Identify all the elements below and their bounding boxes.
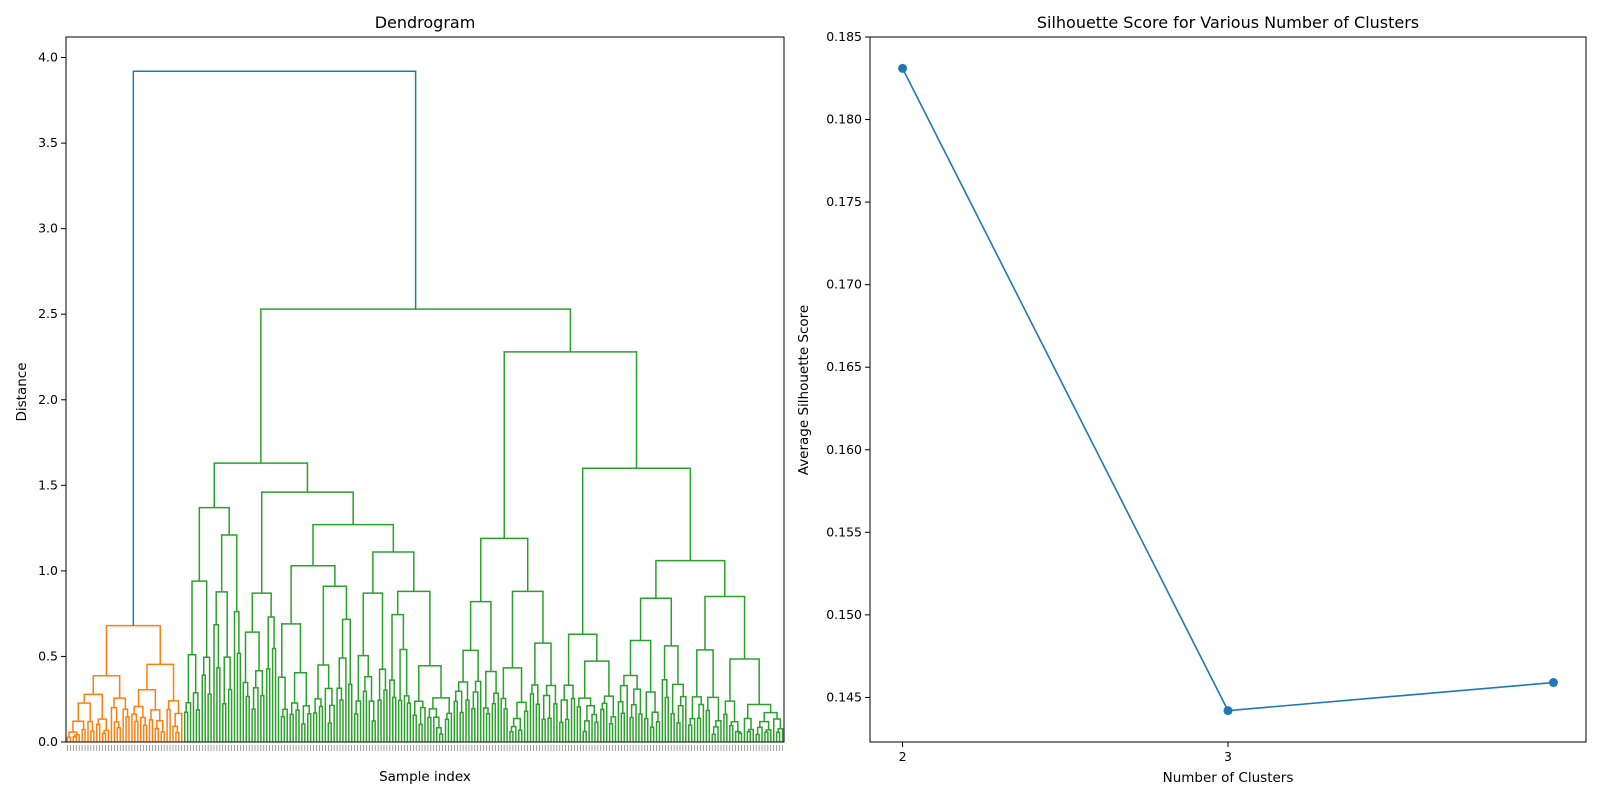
silhouette-y-tick-label: 0.185 xyxy=(826,29,862,44)
silhouette-point xyxy=(1224,706,1233,715)
silhouette-y-tick-label: 0.180 xyxy=(826,112,862,127)
silhouette-y-tick-label: 0.155 xyxy=(826,524,862,539)
silhouette-x-axis-label: Number of Clusters xyxy=(1163,770,1294,786)
silhouette-x-tick-label: 2 xyxy=(899,749,907,764)
dendrogram-y-tick-label: 2.5 xyxy=(38,306,58,321)
dendrogram-y-tick-label: 0.0 xyxy=(38,734,58,749)
silhouette-y-tick-label: 0.160 xyxy=(826,442,862,457)
silhouette-x-tick-label: 3 xyxy=(1224,749,1232,764)
dendrogram-y-tick-label: 1.5 xyxy=(38,477,58,492)
dendrogram-y-tick-label: 3.5 xyxy=(38,135,58,150)
silhouette-title: Silhouette Score for Various Number of C… xyxy=(1037,13,1419,32)
dendrogram-y-tick-label: 3.0 xyxy=(38,221,58,236)
dendrogram-title: Dendrogram xyxy=(375,13,476,32)
silhouette-y-tick-label: 0.165 xyxy=(826,359,862,374)
dendrogram-y-tick-label: 4.0 xyxy=(38,50,58,65)
silhouette-y-tick-label: 0.150 xyxy=(826,607,862,622)
silhouette-y-tick-label: 0.170 xyxy=(826,277,862,292)
dendrogram-y-tick-label: 0.5 xyxy=(38,648,58,663)
dendrogram-x-axis-label: Sample index xyxy=(379,769,471,785)
silhouette-y-axis-label: Average Silhouette Score xyxy=(796,305,812,475)
silhouette-point xyxy=(1549,678,1558,687)
dendrogram-y-tick-label: 1.0 xyxy=(38,563,58,578)
dendrogram-y-tick-label: 2.0 xyxy=(38,392,58,407)
silhouette-y-tick-label: 0.145 xyxy=(826,689,862,704)
dendrogram-y-axis-label: Distance xyxy=(14,362,30,421)
silhouette-y-tick-label: 0.175 xyxy=(826,194,862,209)
silhouette-point xyxy=(898,64,907,73)
